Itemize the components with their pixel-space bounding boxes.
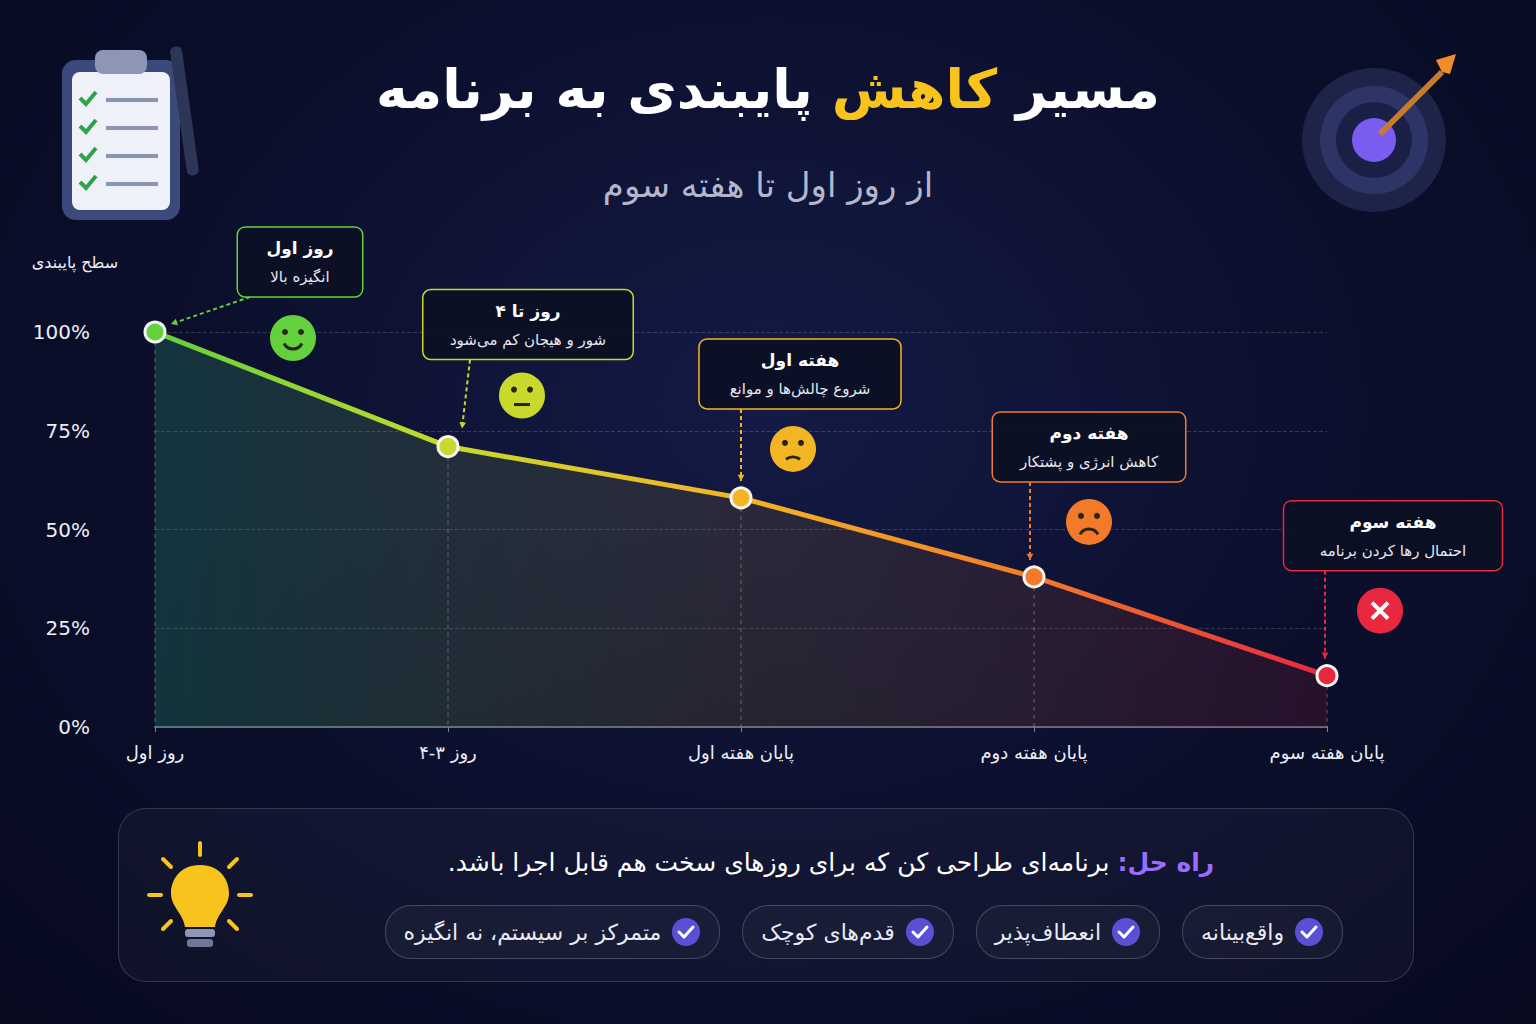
svg-text:پایان هفته اول: پایان هفته اول [688,742,794,764]
svg-text:روز اول: روز اول [266,238,333,259]
html-text:واقع‌بینانه: واقع‌بینانه [1201,919,1284,945]
svg-text:روز تا ۴: روز تا ۴ [495,301,560,322]
svg-text:25%: 25% [46,616,90,640]
svg-text:100%: 100% [33,320,90,344]
svg-text:شروع چالش‌ها و موانع: شروع چالش‌ها و موانع [730,380,871,398]
svg-text:سطح پایبندی: سطح پایبندی [32,253,118,273]
svg-text:کاهش انرژی و پشتکار: کاهش انرژی و پشتکار [1019,453,1159,472]
svg-text:روز اول: روز اول [126,742,185,764]
html-text:مسیر: مسیر [997,58,1160,121]
svg-text:هفته دوم: هفته دوم [1050,423,1129,444]
html-text:پایبندی به برنامه: پایبندی به برنامه [376,58,832,121]
html-text:متمرکز بر سیستم، نه انگیزه: متمرکز بر سیستم، نه انگیزه [403,919,662,945]
html-text:راه حل:: راه حل: [1117,848,1215,877]
svg-text:75%: 75% [46,419,90,443]
html-text:از روز اول تا هفته سوم: از روز اول تا هفته سوم [602,165,934,205]
html-text:قدم‌های کوچک: قدم‌های کوچک [761,919,895,945]
svg-text:احتمال رها کردن برنامه: احتمال رها کردن برنامه [1320,542,1467,560]
svg-text:پایان هفته سوم: پایان هفته سوم [1270,742,1385,764]
html-text:برنامه‌ای طراحی کن که برای روز: برنامه‌ای طراحی کن که برای روزهای سخت هم… [447,848,1118,877]
svg-text:انگیزه بالا: انگیزه بالا [270,268,329,286]
svg-text:هفته سوم: هفته سوم [1349,512,1436,533]
svg-text:50%: 50% [46,518,90,542]
html-text:انعطاف‌پذیر: انعطاف‌پذیر [994,919,1101,945]
svg-text:شور و هیجان کم می‌شود: شور و هیجان کم می‌شود [450,331,606,349]
html-text:کاهش: کاهش [831,58,998,121]
svg-text:0%: 0% [58,715,90,739]
svg-text:روز ۳-۴: روز ۳-۴ [419,742,477,764]
svg-text:پایان هفته دوم: پایان هفته دوم [980,742,1087,764]
svg-text:هفته اول: هفته اول [761,350,839,371]
